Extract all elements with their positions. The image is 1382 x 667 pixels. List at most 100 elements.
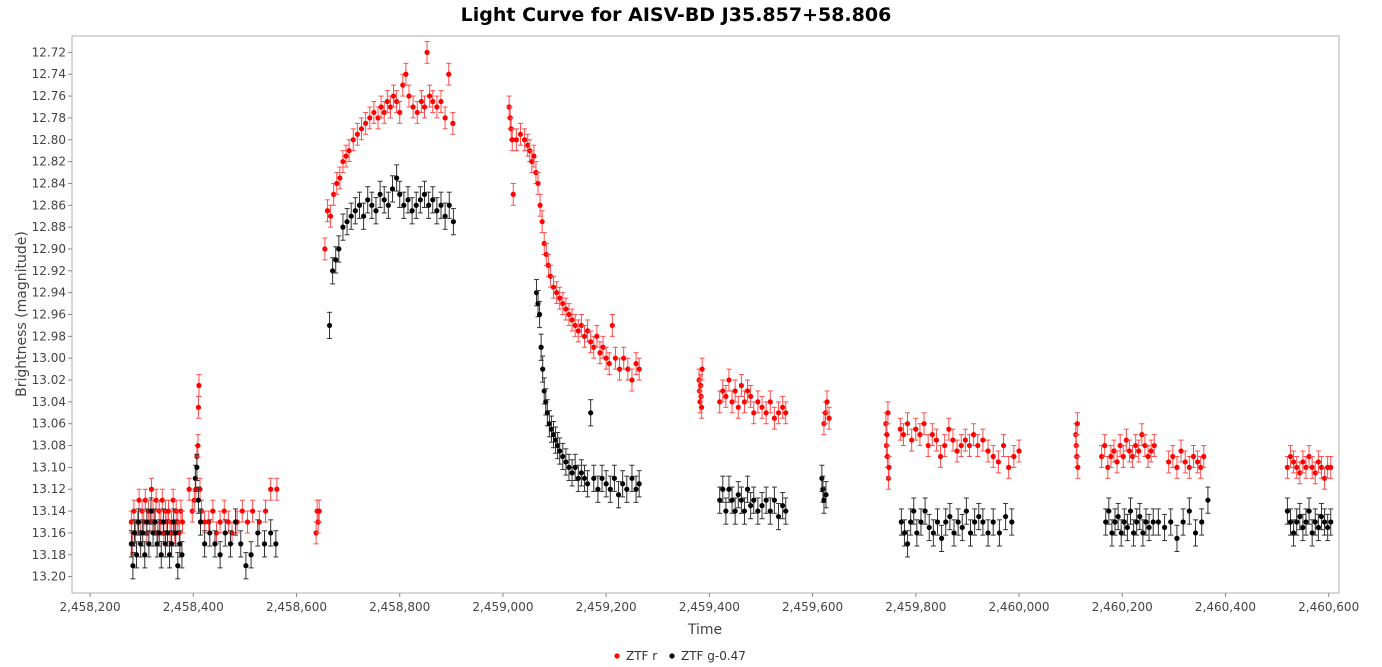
data-point [1294,519,1300,525]
data-point [1142,442,1148,449]
x-tick-label: 2,459,800 [885,600,946,614]
data-point [381,109,387,116]
data-point [176,530,182,536]
data-point [603,355,609,361]
data-point [274,486,280,492]
y-tick-label: 12.82 [32,155,66,169]
data-point [221,508,227,514]
data-point [600,344,606,350]
data-point [917,432,923,438]
data-point [1118,530,1124,536]
data-point [547,273,554,279]
data-point [911,508,917,514]
data-point [995,459,1001,465]
data-point [1194,459,1201,465]
data-point [763,497,769,503]
data-point [1106,508,1112,514]
data-point [900,432,907,438]
data-point [775,410,782,416]
data-point [1009,519,1015,525]
data-point [1117,442,1123,449]
data-point [751,497,757,503]
data-point [732,388,738,394]
data-point [330,268,336,274]
data-point [424,49,430,55]
data-point [563,306,569,312]
data-point [434,104,440,110]
data-point [406,93,412,99]
y-tick-label: 13.04 [32,395,66,409]
y-tick-label: 12.90 [32,242,66,256]
data-point [128,519,134,525]
data-point [918,519,924,525]
data-point [193,486,199,492]
data-point [222,530,228,536]
series-ztf-g [128,164,1334,580]
data-point [603,481,609,487]
data-point [699,404,705,410]
data-point [324,208,331,214]
x-tick-label: 2,459,000 [472,600,533,614]
data-point [202,519,208,525]
data-point [1150,519,1156,525]
data-point [720,388,726,394]
data-point [1127,508,1134,514]
y-tick-label: 12.78 [32,111,66,125]
data-point [748,503,754,509]
data-point [557,295,563,301]
data-point [346,148,352,154]
data-point [243,563,249,569]
data-point [980,437,986,443]
data-point [550,432,557,438]
data-point [552,437,559,443]
data-point [1297,513,1303,520]
data-point [1133,442,1139,449]
data-point [744,486,751,492]
data-point [450,120,456,126]
data-point [985,448,991,454]
data-point [566,311,572,318]
data-point [1129,453,1136,460]
data-point [179,552,185,558]
data-point [250,508,256,514]
data-point [609,322,615,329]
y-tick-label: 13.02 [32,373,66,387]
data-point [326,322,333,329]
data-point [153,497,159,503]
data-point [1121,519,1127,525]
y-tick-label: 13.18 [32,548,66,562]
data-point [1115,513,1121,520]
data-point [629,475,635,481]
data-point [729,399,735,405]
data-point [1306,508,1312,514]
data-point [522,137,528,143]
data-point [1328,464,1334,471]
data-point [1111,448,1117,454]
data-point [732,508,738,514]
data-point [1098,453,1105,460]
data-point [588,339,594,345]
data-point [387,104,394,110]
data-point [1174,535,1180,541]
data-point [985,530,991,536]
y-tick-label: 12.88 [32,220,66,234]
data-point [438,98,444,105]
data-point [244,519,251,525]
data-point [421,191,428,197]
data-point [904,421,911,427]
data-point [165,508,172,514]
data-point [1300,459,1306,465]
data-point [597,350,603,356]
data-point [612,355,619,361]
data-point [421,104,428,110]
data-point [430,98,436,105]
data-point [389,186,396,192]
data-point [1300,524,1306,531]
data-point [755,399,761,405]
data-point [334,180,340,187]
data-point [1124,524,1131,531]
data-point [1143,519,1149,525]
data-point [1174,464,1180,471]
data-point [418,98,424,105]
